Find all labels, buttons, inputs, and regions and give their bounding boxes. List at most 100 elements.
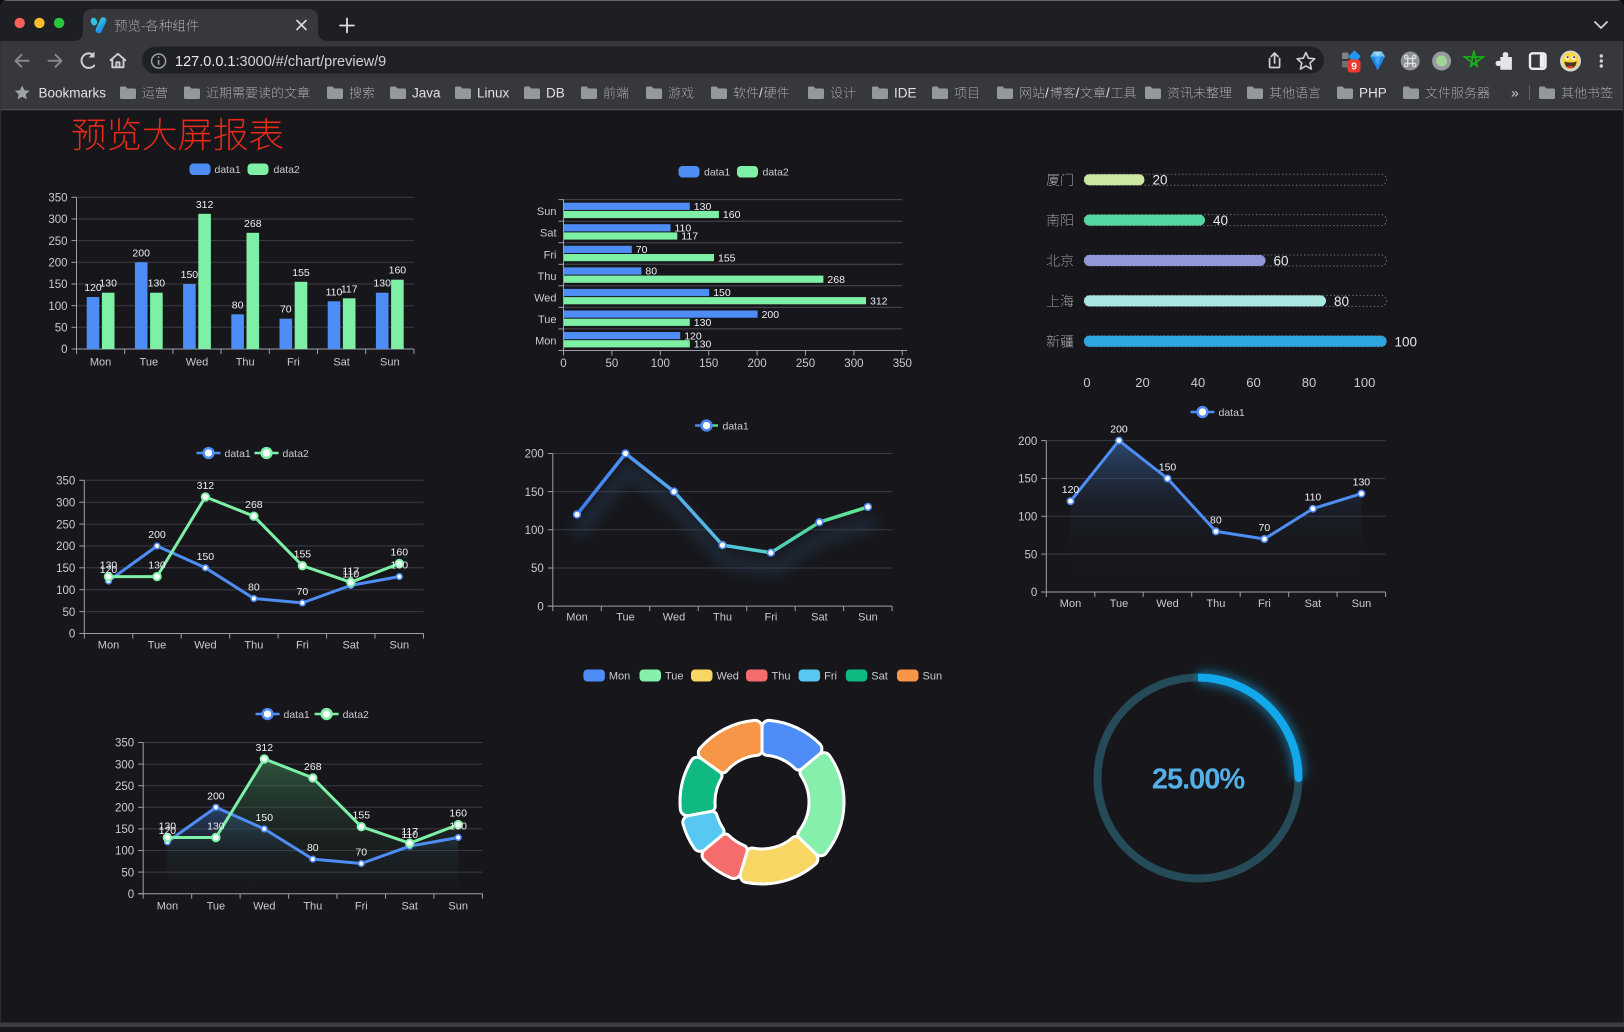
svg-text:130: 130	[373, 278, 391, 290]
svg-text:Sat: Sat	[343, 640, 360, 652]
svg-text:150: 150	[181, 269, 199, 281]
svg-text:80: 80	[307, 842, 319, 854]
svg-text:Wed: Wed	[534, 292, 556, 304]
svg-text:0: 0	[1031, 587, 1037, 599]
svg-text:200: 200	[48, 258, 67, 270]
svg-text:Mon: Mon	[157, 901, 178, 913]
svg-text:Tue: Tue	[1110, 598, 1129, 610]
svg-text:130: 130	[159, 821, 177, 833]
svg-text:»: »	[1511, 84, 1519, 100]
svg-text:300: 300	[844, 358, 863, 370]
svg-text:80: 80	[232, 299, 244, 311]
svg-text:Thu: Thu	[303, 901, 322, 913]
svg-text:Fri: Fri	[296, 640, 309, 652]
svg-text:Sun: Sun	[537, 206, 557, 218]
svg-text:80: 80	[1210, 514, 1222, 526]
svg-text:100: 100	[115, 846, 134, 858]
svg-text:268: 268	[304, 761, 322, 773]
svg-text:Thu: Thu	[244, 640, 263, 652]
svg-text:50: 50	[1025, 549, 1038, 561]
svg-text:Fri: Fri	[287, 356, 300, 368]
svg-text:40: 40	[1191, 375, 1205, 390]
svg-text:Sun: Sun	[858, 612, 878, 624]
svg-text:120: 120	[159, 825, 177, 837]
svg-text:Thu: Thu	[538, 271, 557, 283]
svg-text:Mon: Mon	[609, 671, 630, 683]
svg-text:312: 312	[197, 480, 215, 492]
svg-text:Tue: Tue	[148, 640, 167, 652]
svg-text:100: 100	[1018, 512, 1037, 524]
svg-text:312: 312	[196, 199, 214, 211]
svg-text:100: 100	[525, 525, 544, 537]
svg-text:PHP: PHP	[1359, 85, 1387, 100]
svg-text:160: 160	[389, 265, 407, 277]
svg-text:Wed: Wed	[717, 671, 739, 683]
svg-text:130: 130	[100, 560, 118, 572]
svg-text:100: 100	[56, 585, 75, 597]
svg-text:0: 0	[560, 358, 566, 370]
svg-text:150: 150	[256, 812, 274, 824]
svg-text:Tue: Tue	[665, 671, 684, 683]
svg-text:70: 70	[280, 304, 292, 316]
svg-text:data1: data1	[284, 709, 310, 721]
svg-text:300: 300	[56, 497, 75, 509]
svg-text:20: 20	[1153, 173, 1168, 188]
svg-text:268: 268	[244, 218, 262, 230]
svg-text:Sat: Sat	[540, 228, 557, 240]
svg-text:Tue: Tue	[140, 356, 159, 368]
svg-text:50: 50	[121, 867, 134, 879]
svg-text:130: 130	[207, 821, 225, 833]
svg-text:130: 130	[449, 821, 467, 833]
svg-text:150: 150	[197, 551, 215, 563]
svg-text:0: 0	[537, 601, 543, 613]
svg-text:data2: data2	[763, 167, 789, 179]
svg-text:IDE: IDE	[894, 85, 917, 100]
svg-text:Mon: Mon	[535, 336, 556, 348]
svg-text:200: 200	[148, 529, 166, 541]
svg-text:120: 120	[84, 282, 102, 294]
svg-text:110: 110	[326, 286, 343, 298]
svg-text:268: 268	[827, 274, 845, 286]
svg-text:130: 130	[148, 560, 166, 572]
svg-text:80: 80	[645, 266, 657, 278]
svg-text:Mon: Mon	[566, 612, 587, 624]
svg-text:350: 350	[48, 193, 67, 205]
svg-text:150: 150	[1018, 474, 1037, 486]
svg-text:70: 70	[1259, 522, 1271, 534]
svg-text:data2: data2	[283, 448, 309, 460]
svg-text:Thu: Thu	[1206, 598, 1225, 610]
svg-text:data1: data1	[215, 164, 241, 176]
svg-text:155: 155	[353, 810, 371, 822]
svg-text:Sat: Sat	[811, 612, 828, 624]
svg-text:117: 117	[681, 231, 698, 243]
svg-text:200: 200	[525, 449, 544, 461]
svg-text:200: 200	[207, 790, 225, 802]
svg-text:250: 250	[48, 236, 67, 248]
svg-text:300: 300	[48, 214, 67, 226]
svg-text:0: 0	[128, 889, 134, 901]
svg-text:/: /	[759, 86, 763, 101]
svg-text:data1: data1	[704, 167, 730, 179]
svg-text:70: 70	[636, 244, 648, 256]
svg-text:Tue: Tue	[616, 612, 635, 624]
svg-text:Sun: Sun	[448, 901, 468, 913]
svg-text:Linux: Linux	[477, 85, 510, 100]
svg-text:250: 250	[796, 358, 815, 370]
svg-text:70: 70	[355, 847, 367, 859]
svg-text:155: 155	[292, 267, 310, 279]
svg-text:Sat: Sat	[401, 901, 418, 913]
svg-text:120: 120	[100, 564, 118, 576]
svg-text:Mon: Mon	[1060, 598, 1081, 610]
svg-text:0: 0	[69, 629, 75, 641]
svg-text:data1: data1	[225, 448, 251, 460]
svg-text:155: 155	[294, 549, 312, 561]
svg-text:150: 150	[115, 824, 134, 836]
svg-text:Wed: Wed	[194, 640, 216, 652]
svg-text:100: 100	[48, 301, 67, 313]
svg-text:/: /	[1045, 86, 1049, 101]
svg-text:Wed: Wed	[1156, 598, 1178, 610]
svg-text:Java: Java	[412, 85, 441, 100]
svg-text:268: 268	[245, 499, 263, 511]
svg-text:Mon: Mon	[98, 640, 119, 652]
svg-text:130: 130	[391, 560, 409, 572]
